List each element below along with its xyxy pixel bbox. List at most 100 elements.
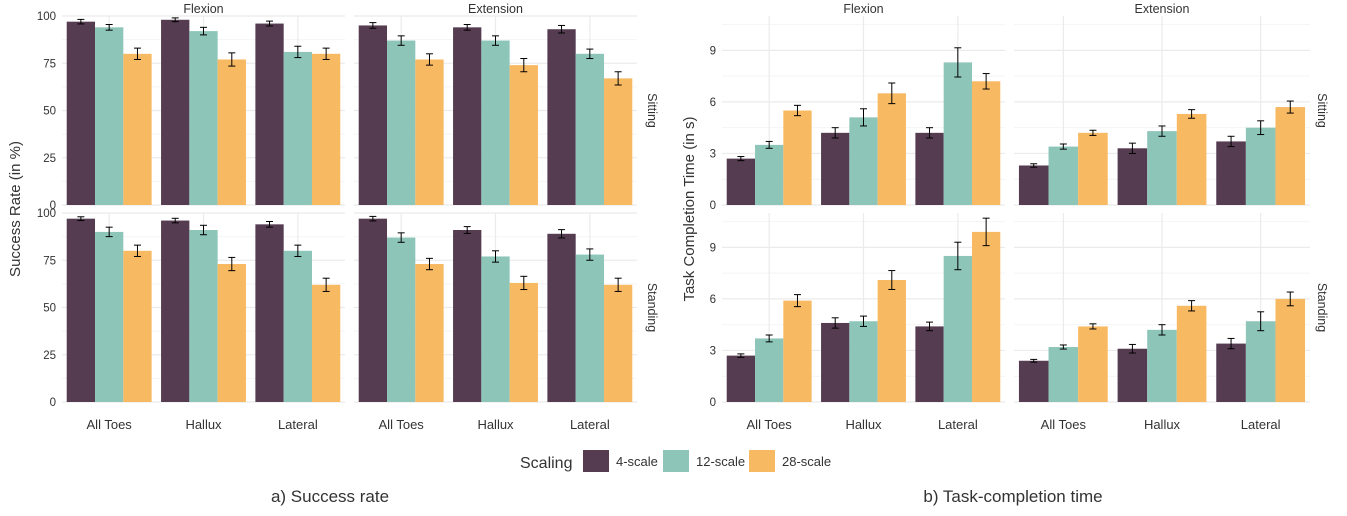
bar-28-scale-lateral bbox=[1275, 107, 1306, 205]
bar-28-scale-hallux bbox=[509, 282, 538, 402]
legend-label-28-scale: 28-scale bbox=[782, 454, 831, 469]
x-tick-label-all-toes: All Toes bbox=[1041, 417, 1087, 432]
error-bar-12-scale-lateral bbox=[954, 47, 962, 78]
y-tick-label: 9 bbox=[710, 45, 716, 57]
error-bar-28-scale-lateral bbox=[1286, 291, 1294, 307]
bar-4-scale-hallux bbox=[161, 220, 190, 402]
bar-12-scale-hallux bbox=[849, 117, 878, 205]
error-bar-12-scale-all-toes bbox=[765, 140, 773, 149]
error-bar-12-scale-lateral bbox=[294, 244, 302, 257]
error-bar-12-scale-all-toes bbox=[1059, 344, 1067, 350]
bar-4-scale-lateral bbox=[255, 224, 284, 402]
error-bar-4-scale-all-toes bbox=[369, 215, 377, 222]
y-tick-label: 100 bbox=[37, 208, 56, 220]
strip-label-sitting: Sitting bbox=[1315, 93, 1329, 128]
bar-4-scale-hallux bbox=[1117, 348, 1148, 402]
bar-4-scale-all-toes bbox=[66, 218, 96, 402]
error-bar-28-scale-hallux bbox=[1188, 300, 1196, 312]
error-bar-28-scale-hallux bbox=[520, 275, 528, 291]
error-bar-12-scale-lateral bbox=[586, 48, 594, 60]
error-bar-28-scale-lateral bbox=[322, 277, 330, 292]
error-bar-12-scale-lateral bbox=[1257, 311, 1265, 332]
error-bar-12-scale-all-toes bbox=[765, 334, 773, 343]
bar-28-scale-hallux bbox=[877, 93, 906, 205]
bar-12-scale-lateral bbox=[943, 62, 972, 206]
bar-28-scale-all-toes bbox=[415, 264, 444, 402]
x-tick-label-all-toes: All Toes bbox=[747, 417, 793, 432]
bar-28-scale-hallux bbox=[217, 264, 246, 402]
error-bar-28-scale-hallux bbox=[228, 52, 236, 67]
error-bar-4-scale-lateral bbox=[1227, 337, 1235, 350]
y-tick-label: 0 bbox=[710, 200, 716, 212]
x-tick-label-hallux: Hallux bbox=[1144, 417, 1181, 432]
bar-28-scale-lateral bbox=[971, 231, 1001, 402]
error-bar-4-scale-lateral bbox=[926, 321, 934, 332]
bar-12-scale-all-toes bbox=[755, 144, 784, 205]
bar-28-scale-lateral bbox=[971, 81, 1001, 205]
error-bar-4-scale-all-toes bbox=[1030, 163, 1038, 168]
bar-28-scale-lateral bbox=[311, 284, 341, 402]
error-bar-4-scale-hallux bbox=[1128, 142, 1136, 154]
bar-4-scale-all-toes bbox=[66, 21, 96, 206]
error-bar-4-scale-lateral bbox=[558, 229, 566, 239]
bar-28-scale-hallux bbox=[1176, 113, 1207, 205]
bar-28-scale-all-toes bbox=[123, 53, 152, 205]
bar-12-scale-all-toes bbox=[1048, 347, 1079, 402]
error-bar-4-scale-hallux bbox=[463, 226, 471, 234]
error-bar-28-scale-hallux bbox=[888, 82, 896, 105]
bar-28-scale-hallux bbox=[217, 59, 246, 205]
y-axis-label: Task Completion Time (in s) bbox=[681, 116, 698, 301]
bar-4-scale-lateral bbox=[1216, 141, 1246, 205]
bar-12-scale-lateral bbox=[943, 255, 972, 402]
error-bar-4-scale-hallux bbox=[463, 24, 471, 31]
panel-extension-standing: All Toes Hallux Lateral bbox=[1014, 213, 1310, 432]
panel-flexion-standing: 0 3 6 9 All Toes Hallux Lateral bbox=[710, 213, 1005, 432]
bar-4-scale-hallux bbox=[821, 322, 850, 402]
error-bar-4-scale-lateral bbox=[558, 24, 566, 34]
bar-28-scale-lateral bbox=[311, 53, 341, 205]
bar-12-scale-hallux bbox=[481, 256, 510, 402]
error-bar-4-scale-hallux bbox=[831, 127, 839, 139]
strip-label-standing: Standing bbox=[1315, 283, 1329, 332]
error-bar-28-scale-all-toes bbox=[1089, 323, 1097, 330]
error-bar-28-scale-hallux bbox=[1188, 109, 1196, 119]
strip-label-flexion: Flexion bbox=[183, 2, 223, 16]
x-tick-label-lateral: Lateral bbox=[278, 417, 318, 432]
x-tick-label-hallux: Hallux bbox=[477, 417, 514, 432]
bar-28-scale-all-toes bbox=[1078, 132, 1108, 205]
panel-extension-sitting bbox=[1014, 16, 1310, 206]
x-tick-label-hallux: Hallux bbox=[845, 417, 882, 432]
y-tick-label: 6 bbox=[710, 294, 716, 306]
bar-4-scale-lateral bbox=[547, 233, 576, 402]
error-bar-12-scale-lateral bbox=[1257, 120, 1265, 136]
legend: Scaling 4-scale 12-scale 28-scale bbox=[520, 450, 831, 472]
y-tick-label: 6 bbox=[710, 97, 716, 109]
error-bar-12-scale-hallux bbox=[200, 26, 207, 36]
error-bar-28-scale-hallux bbox=[520, 58, 528, 73]
x-tick-label-lateral: Lateral bbox=[938, 417, 978, 432]
error-bar-28-scale-lateral bbox=[982, 73, 990, 90]
error-bar-28-scale-all-toes bbox=[133, 244, 141, 257]
panel-flexion-standing: 0 25 50 75 100 All Toes Hallux Lateral bbox=[37, 208, 345, 432]
panel-flexion-sitting: 0 3 6 9 bbox=[710, 16, 1005, 212]
bar-12-scale-lateral bbox=[1245, 321, 1276, 402]
bar-28-scale-all-toes bbox=[415, 59, 444, 205]
bar-12-scale-lateral bbox=[283, 250, 312, 402]
bar-4-scale-hallux bbox=[1117, 148, 1148, 205]
bar-28-scale-lateral bbox=[1275, 298, 1306, 402]
bar-12-scale-hallux bbox=[189, 230, 218, 402]
legend-swatch-4-scale bbox=[583, 450, 609, 472]
bar-4-scale-lateral bbox=[915, 132, 944, 205]
completion-time-chart: 0 3 6 9 0 3 6 9 All Toes Hallux Lateral All Toes Hal… bbox=[681, 2, 1329, 432]
y-tick-label: 3 bbox=[710, 148, 716, 160]
bar-4-scale-lateral bbox=[915, 326, 944, 402]
bar-12-scale-all-toes bbox=[95, 231, 124, 402]
error-bar-12-scale-lateral bbox=[954, 241, 962, 271]
y-tick-label: 75 bbox=[43, 255, 56, 267]
bar-12-scale-lateral bbox=[575, 254, 604, 402]
error-bar-4-scale-lateral bbox=[926, 127, 934, 139]
error-bar-4-scale-all-toes bbox=[77, 216, 85, 222]
bar-12-scale-hallux bbox=[481, 40, 510, 205]
error-bar-4-scale-hallux bbox=[831, 317, 839, 329]
error-bar-12-scale-hallux bbox=[200, 224, 207, 236]
